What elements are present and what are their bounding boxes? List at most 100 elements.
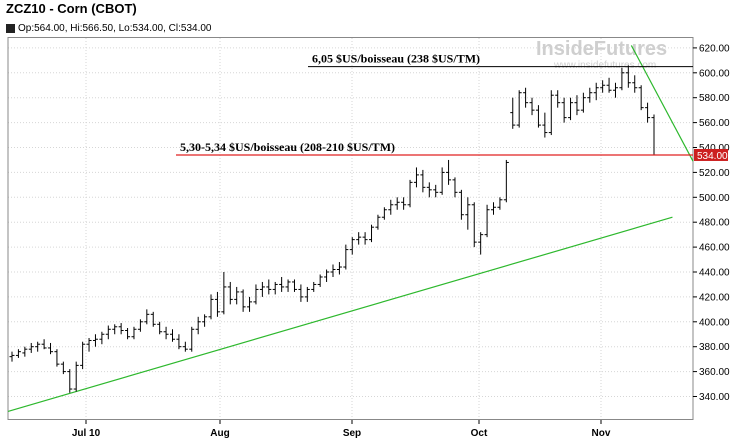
ohlc-bar xyxy=(484,204,490,238)
y-tick-label: 440.00 xyxy=(699,268,730,279)
ohlc-bar xyxy=(446,159,452,185)
ohlc-bar xyxy=(324,269,330,282)
ohlc-bar xyxy=(645,102,651,123)
ohlc-text: Op:564.00, Hi:566.50, Lo:534.00, Cl:534.… xyxy=(18,22,212,34)
ohlc-bar xyxy=(535,105,541,128)
trendline-resistance xyxy=(630,45,694,162)
ohlc-bar xyxy=(651,114,657,156)
level-lines xyxy=(176,66,693,156)
ohlc-bar xyxy=(632,75,638,93)
ohlc-bar xyxy=(195,316,201,335)
ohlc-bar xyxy=(86,337,92,352)
trendline-support xyxy=(7,216,673,413)
ohlc-bar xyxy=(491,202,496,215)
ohlc-bar xyxy=(259,281,265,297)
ohlc-bar xyxy=(561,97,567,123)
ohlc-bar xyxy=(523,87,529,108)
ohlc-bar xyxy=(266,279,272,295)
ohlc-bar xyxy=(112,324,118,335)
ohlc-bar xyxy=(548,90,554,136)
ohlc-bar xyxy=(41,339,47,350)
ohlc-bar xyxy=(221,272,227,315)
plot-border xyxy=(7,37,694,420)
ohlc-bar xyxy=(9,351,15,362)
chart-title: ZCZ10 - Corn (CBOT) xyxy=(6,1,137,16)
ohlc-bar xyxy=(279,276,285,292)
ohlc-bar xyxy=(388,199,394,215)
ohlc-bar xyxy=(638,85,644,111)
ohlc-bar xyxy=(574,95,580,116)
ohlc-bar xyxy=(401,197,407,210)
ohlc-bar xyxy=(407,179,413,208)
watermark: InsideFutures www.insidefutures.com xyxy=(536,38,667,71)
y-tick-label: 540.00 xyxy=(699,143,730,154)
watermark-brand: InsideFutures xyxy=(536,38,667,60)
ohlc-bar xyxy=(343,244,349,270)
annotation-support-level: 5,30-5,34 $US/boisseau (208-210 $US/TM) xyxy=(180,140,395,154)
ohlc-bar xyxy=(336,262,342,275)
y-tick-label: 500.00 xyxy=(699,193,730,204)
y-axis: 340.00 360.00 380.00 400.00 420.00 440.00 460.… xyxy=(693,43,730,403)
ohlc-bar xyxy=(15,349,21,358)
ohlc-bar xyxy=(125,328,131,340)
ohlc-bar xyxy=(593,82,599,101)
ohlc-bar xyxy=(587,87,593,103)
ohlc-bar xyxy=(99,331,105,345)
series-swatch xyxy=(6,23,15,33)
ohlc-bar xyxy=(606,77,612,93)
ohlc-bar xyxy=(182,341,188,352)
ohlc-bar xyxy=(80,341,86,370)
ohlc-bar xyxy=(202,314,208,327)
x-tick-label: Nov xyxy=(592,428,611,439)
ohlc-bar xyxy=(503,159,509,203)
ohlc-bar xyxy=(131,326,137,340)
ohlc-bar xyxy=(471,202,477,248)
ohlc-bar xyxy=(214,291,220,317)
y-tick-label: 360.00 xyxy=(699,367,730,378)
ohlc-bar xyxy=(208,294,214,320)
ohlc-bar xyxy=(458,189,464,220)
ohlc-bar xyxy=(176,334,182,350)
ohlc-bar xyxy=(426,182,432,198)
annotation-high-level: 6,05 $US/boisseau (238 $US/TM) xyxy=(312,52,480,66)
ohlc-bar xyxy=(356,232,362,245)
x-tick-label: Jul 10 xyxy=(72,428,101,439)
ohlc-bar xyxy=(253,284,259,305)
y-tick-label: 460.00 xyxy=(699,243,730,254)
y-tick-label: 600.00 xyxy=(699,68,730,79)
ohlc-bar xyxy=(311,281,317,292)
y-tick-label: 340.00 xyxy=(699,392,730,403)
ohlc-bar xyxy=(362,232,368,245)
ohlc-bar xyxy=(478,232,484,255)
ohlc-bar xyxy=(452,177,458,198)
ohlc-bar xyxy=(137,319,143,332)
ohlc-bar xyxy=(234,286,240,305)
ohlc-bar xyxy=(542,112,548,138)
ohlc-bar xyxy=(420,169,426,193)
ohlc-bar xyxy=(227,281,233,305)
y-tick-label: 380.00 xyxy=(699,342,730,353)
ohlc-bar xyxy=(619,67,625,91)
trendlines xyxy=(7,45,694,413)
ohlc-bar xyxy=(189,326,195,352)
ohlc-bar xyxy=(381,207,387,220)
y-tick-label: 400.00 xyxy=(699,317,730,328)
ohlc-bar xyxy=(625,65,631,88)
ohlc-bar xyxy=(22,346,28,357)
x-tick-label: Oct xyxy=(471,428,488,439)
ohlc-bar xyxy=(580,92,586,113)
ohlc-bar xyxy=(240,289,246,312)
ohlc-bar xyxy=(516,90,522,128)
ohlc-bar xyxy=(529,97,535,116)
ohlc-bar xyxy=(600,80,606,93)
ohlc-bar xyxy=(291,279,297,292)
last-price-label: 534.00 xyxy=(697,151,728,162)
y-tick-label: 520.00 xyxy=(699,168,730,179)
x-tick-label: Aug xyxy=(210,428,229,439)
y-tick-label: 580.00 xyxy=(699,93,730,104)
ohlc-bar xyxy=(330,264,336,277)
ohlc-bar xyxy=(394,197,400,210)
ohlc-bar xyxy=(35,341,41,352)
x-axis: Jul 10 Aug Sep Oct Nov xyxy=(72,420,611,439)
